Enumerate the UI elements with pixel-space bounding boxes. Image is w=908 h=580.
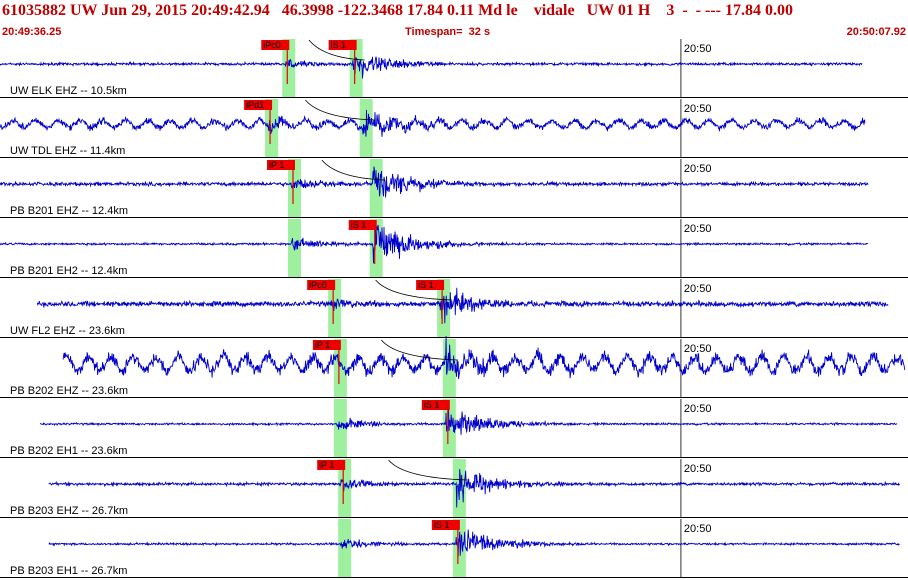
s-window (437, 279, 451, 338)
trace-panel[interactable]: 20:50 iP 1 PB B203 EHZ -- 26.7km (0, 459, 908, 518)
s-pick-label: iS 1 (331, 40, 347, 50)
station-label: UW ELK EHZ -- 10.5km (10, 85, 127, 97)
p-pick-label: iP 1 (315, 340, 330, 350)
arrival-curve (321, 159, 385, 181)
trace-panel[interactable]: 20:50 iPd1 UW TDL EHZ -- 11.4km (0, 99, 908, 158)
s-pick-flag[interactable] (421, 400, 450, 410)
s-pick-label: iS 1 (418, 280, 434, 290)
station-label: PB B203 EH1 -- 26.7km (10, 565, 127, 577)
time-tick-label: 20:50 (684, 223, 712, 235)
p-window (333, 339, 347, 398)
waveform (0, 166, 869, 198)
trace-panel[interactable]: 20:50 iPc0 iS 1 UW FL2 EHZ -- 23.6km (0, 279, 908, 338)
arrival-curve (381, 339, 458, 361)
p-window (338, 519, 352, 578)
time-tick-label: 20:50 (684, 463, 712, 475)
timespan-label: Timespan= 32 s (405, 26, 491, 38)
trace-panel[interactable]: 20:50 iPc0 iS 1 UW ELK EHZ -- 10.5km (0, 39, 908, 98)
waveform (48, 529, 900, 557)
arrival-curve (375, 279, 453, 301)
s-pick-flag[interactable] (416, 280, 445, 290)
s-window (369, 159, 383, 218)
time-tick-label: 20:50 (684, 343, 712, 355)
arrival-curve (388, 459, 468, 481)
station-label: UW FL2 EHZ -- 23.6km (10, 325, 125, 337)
time-tick-label: 20:50 (684, 403, 712, 415)
s-pick-flag[interactable] (328, 40, 357, 50)
s-pick-label: iS 1 (434, 520, 450, 530)
time-tick-label: 20:50 (684, 103, 712, 115)
station-label: PB B202 EH1 -- 23.6km (10, 445, 127, 457)
p-window (288, 159, 302, 218)
trace-panel[interactable]: 20:50 iP 1 PB B201 EHZ -- 12.4km (0, 159, 908, 218)
p-window (328, 279, 342, 338)
s-pick-label: iS 1 (424, 400, 440, 410)
p-window (265, 99, 279, 158)
p-window (338, 459, 352, 518)
trace-panel[interactable]: 20:50 iS 1 PB B202 EH1 -- 23.6km (0, 399, 908, 458)
event-header: 61035882 UW Jun 29, 2015 20:49:42.94 46.… (0, 0, 908, 24)
waveform (39, 409, 898, 435)
time-tick-label: 20:50 (684, 523, 712, 535)
p-pick-flag[interactable] (244, 100, 273, 110)
p-pick-label: iP 1 (319, 460, 334, 470)
trace-panel[interactable]: 20:50 iP 1 PB B202 EHZ -- 23.6km (0, 335, 908, 398)
p-pick-flag[interactable] (317, 460, 346, 470)
waveform (0, 109, 866, 137)
p-pick-label: iPc0 (309, 280, 327, 290)
trace-panel[interactable]: 20:50 iS 1 PB B203 EH1 -- 26.7km (0, 519, 908, 578)
p-pick-label: iP 1 (269, 160, 284, 170)
p-window (282, 39, 296, 98)
s-window (349, 39, 363, 98)
s-pick-label: iS 1 (351, 220, 367, 230)
s-window (369, 219, 383, 278)
p-pick-flag[interactable] (307, 280, 336, 290)
s-window (452, 519, 466, 578)
waveform (0, 55, 863, 79)
p-window (333, 399, 347, 458)
station-label: PB B201 EH2 -- 12.4km (10, 265, 127, 277)
arrival-curve (308, 39, 365, 61)
s-pick-flag[interactable] (348, 220, 377, 230)
time-tick-label: 20:50 (684, 283, 712, 295)
arrival-curve (305, 99, 375, 121)
waveform (48, 469, 900, 508)
seismogram-panel[interactable]: 20:50 iPc0 iS 1 UW ELK EHZ -- 10.5km 20:50 iP… (0, 38, 908, 580)
trace-panel[interactable]: 20:50 iS 1 PB B201 EH2 -- 12.4km (0, 219, 908, 278)
station-label: PB B203 EHZ -- 26.7km (10, 505, 128, 517)
station-label: PB B202 EHZ -- 23.6km (10, 385, 128, 397)
time-tick-label: 20:50 (684, 163, 712, 175)
waveform (0, 224, 869, 264)
station-label: UW TDL EHZ -- 11.4km (10, 145, 125, 157)
p-pick-label: iPc0 (263, 40, 281, 50)
station-label: PB B201 EHZ -- 12.4km (10, 205, 128, 217)
end-time-label: 20:50:07.92 (846, 26, 906, 38)
time-tick-label: 20:50 (684, 43, 712, 55)
waveform (62, 335, 906, 379)
event-summary-line: 61035882 UW Jun 29, 2015 20:49:42.94 46.… (2, 2, 793, 19)
p-pick-flag[interactable] (261, 40, 290, 50)
p-pick-flag[interactable] (267, 160, 296, 170)
p-pick-flag[interactable] (312, 340, 341, 350)
waveform (36, 287, 889, 324)
p-pick-label: iPd1 (246, 100, 264, 110)
s-pick-flag[interactable] (431, 520, 460, 530)
start-time-label: 20:49:36.25 (2, 26, 62, 38)
